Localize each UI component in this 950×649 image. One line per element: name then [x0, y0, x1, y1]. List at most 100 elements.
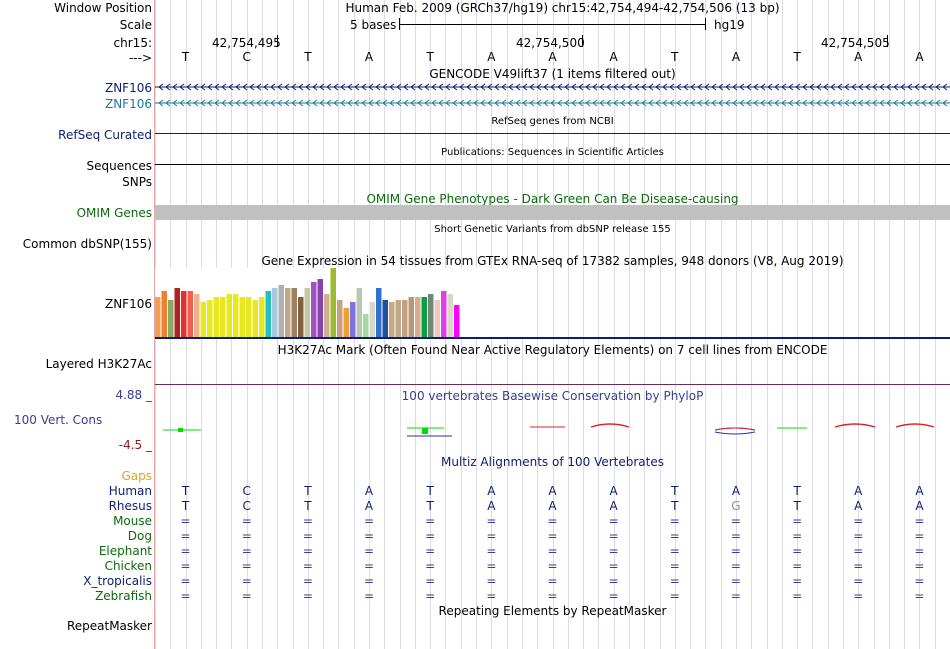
h3k27ac-track-title[interactable]: H3K27Ac Mark (Often Found Near Active Re…	[277, 343, 828, 357]
base-letter: A	[548, 50, 557, 64]
gencode-track-title[interactable]: GENCODE V49lift37 (1 items filtered out)	[429, 67, 676, 81]
browser-image-panel[interactable]: Human Feb. 2009 (GRCh37/hg19) chr15:42,7…	[155, 0, 950, 649]
species-label-dog[interactable]: Dog	[127, 529, 152, 543]
gtex-bar[interactable]	[304, 288, 311, 337]
gtex-bar[interactable]	[220, 297, 226, 337]
omim-track-title[interactable]: OMIM Gene Phenotypes - Dark Green Can Be…	[366, 192, 739, 206]
gtex-bar[interactable]	[181, 291, 187, 337]
strand-chevron	[179, 83, 185, 91]
species-label-human[interactable]: Human	[108, 484, 152, 498]
species-label-rhesus[interactable]: Rhesus	[108, 499, 152, 513]
gtex-bar[interactable]	[226, 294, 233, 337]
gtex-bar[interactable]	[246, 297, 252, 337]
gtex-bar[interactable]	[356, 288, 363, 337]
repeatmasker-track-title[interactable]: Repeating Elements by RepeatMasker	[438, 604, 667, 618]
gtex-bar[interactable]	[187, 291, 194, 337]
gtex-bar[interactable]	[207, 300, 213, 337]
gtex-bar[interactable]	[389, 302, 395, 337]
gtex-bar[interactable]	[265, 291, 272, 337]
gtex-track-title[interactable]: Gene Expression in 54 tissues from GTEx …	[261, 254, 844, 268]
gtex-bar[interactable]	[415, 297, 421, 337]
gtex-bar[interactable]	[174, 288, 181, 337]
gtex-bar[interactable]	[330, 268, 337, 337]
gtex-bar[interactable]	[194, 294, 200, 337]
gridline	[583, 0, 584, 649]
gtex-bar[interactable]	[200, 302, 207, 337]
gtex-bar[interactable]	[376, 288, 382, 337]
cons-track-title[interactable]: 100 vertebrates Basewise Conservation by…	[401, 389, 704, 403]
gencode-gene-znf106-1[interactable]	[155, 81, 950, 93]
gtex-bar[interactable]	[428, 294, 434, 337]
gtex-bar[interactable]	[454, 305, 460, 337]
gtex-bar[interactable]	[395, 300, 402, 337]
cons-plot[interactable]	[155, 412, 950, 452]
strand-chevron	[613, 99, 619, 107]
strand-chevron	[557, 99, 563, 107]
gtex-bar[interactable]	[168, 300, 174, 337]
gtex-bar[interactable]	[324, 294, 330, 337]
publications-track-title[interactable]: Publications: Sequences in Scientific Ar…	[441, 147, 664, 158]
refseq-feature-line[interactable]	[155, 133, 950, 134]
gtex-bar[interactable]	[298, 297, 304, 337]
gridline	[644, 0, 645, 649]
gtex-bar[interactable]	[447, 294, 454, 337]
species-label-zebrafish[interactable]: Zebrafish	[95, 589, 152, 603]
gtex-bar[interactable]	[213, 297, 220, 337]
refseq-track-label[interactable]: RefSeq Curated	[58, 128, 152, 142]
strand-chevron	[207, 83, 213, 91]
gtex-bar[interactable]	[363, 314, 369, 337]
gtex-bar[interactable]	[291, 288, 298, 337]
species-label-chicken[interactable]: Chicken	[104, 559, 152, 573]
gtex-bar[interactable]	[434, 300, 441, 337]
refseq-track-title[interactable]: RefSeq genes from NCBI	[491, 116, 614, 127]
gtex-bar[interactable]	[285, 288, 291, 337]
gtex-bar[interactable]	[337, 300, 343, 337]
gtex-bar[interactable]	[259, 297, 265, 337]
gaps-label[interactable]: Gaps	[121, 469, 152, 483]
omim-gene-bar[interactable]	[155, 205, 950, 220]
gtex-bar[interactable]	[161, 291, 168, 337]
sequences-track-label[interactable]: Sequences	[86, 159, 152, 173]
dbsnp-track-label[interactable]: Common dbSNP(155)	[22, 237, 152, 251]
gtex-bar[interactable]	[317, 279, 324, 337]
gene-label-znf106-2[interactable]: ZNF106	[104, 97, 152, 111]
gencode-gene-znf106-2[interactable]	[155, 97, 950, 109]
gtex-bar[interactable]	[311, 282, 317, 337]
repeatmasker-track-label[interactable]: RepeatMasker	[66, 619, 152, 633]
base-letter: T	[671, 50, 679, 64]
snps-track-label[interactable]: SNPs	[122, 175, 152, 189]
gtex-bar[interactable]	[382, 300, 389, 337]
scale-bar-left-tick	[399, 18, 400, 30]
species-label-x-tropicalis[interactable]: X_tropicalis	[83, 574, 152, 588]
gene-label-znf106-1[interactable]: ZNF106	[104, 81, 152, 95]
gtex-bar[interactable]	[239, 297, 246, 337]
gtex-bar[interactable]	[252, 300, 259, 337]
cons-track-label[interactable]: 100 Vert. Cons	[14, 413, 103, 427]
strand-chevron	[424, 83, 430, 91]
gridline	[660, 0, 661, 649]
alignment-base: =	[914, 544, 925, 558]
multiz-track-title[interactable]: Multiz Alignments of 100 Vertebrates	[440, 455, 665, 469]
species-label-elephant[interactable]: Elephant	[98, 544, 152, 558]
gtex-gene-label[interactable]: ZNF106	[104, 297, 152, 311]
gtex-bar[interactable]	[278, 285, 285, 337]
h3k27ac-track-label[interactable]: Layered H3K27Ac	[45, 357, 152, 371]
gtex-bar[interactable]	[441, 291, 447, 337]
gtex-bar[interactable]	[155, 297, 161, 337]
omim-track-label[interactable]: OMIM Genes	[76, 206, 152, 220]
gtex-chart[interactable]	[155, 268, 535, 337]
gtex-bar[interactable]	[421, 297, 428, 337]
gtex-bar[interactable]	[233, 294, 239, 337]
strand-chevron	[158, 99, 164, 107]
dbsnp-track-title[interactable]: Short Genetic Variants from dbSNP releas…	[434, 224, 671, 235]
strand-arrow-label[interactable]: --->	[128, 51, 152, 65]
gtex-bar[interactable]	[272, 288, 278, 337]
publications-feature-line[interactable]	[155, 164, 950, 165]
gtex-bar[interactable]	[402, 300, 408, 337]
gtex-bar[interactable]	[350, 302, 356, 337]
gtex-bar[interactable]	[369, 302, 376, 337]
gtex-bar[interactable]	[408, 297, 415, 337]
alignment-base: =	[364, 544, 375, 558]
species-label-mouse[interactable]: Mouse	[113, 514, 152, 528]
gtex-bar[interactable]	[343, 308, 350, 337]
